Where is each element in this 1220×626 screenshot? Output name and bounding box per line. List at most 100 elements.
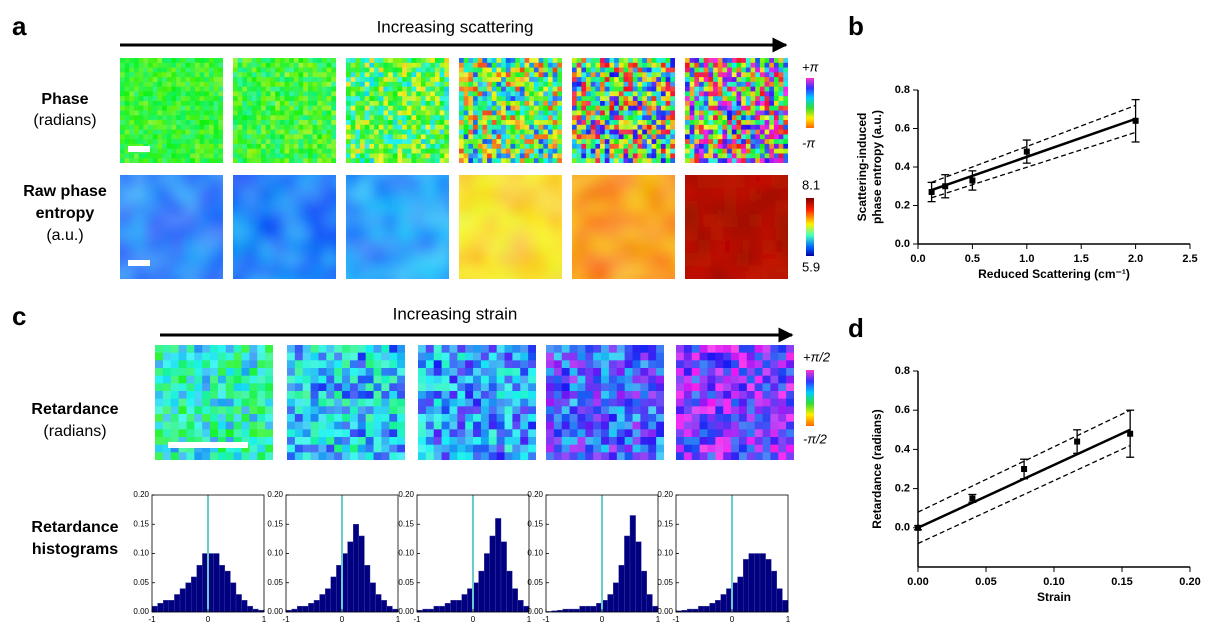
pixel [213,86,219,93]
pixel [120,58,126,64]
pixel [519,143,526,150]
pixel [465,421,474,430]
pixel [326,115,332,121]
pixel [504,444,513,453]
pixel [736,120,742,126]
pixel [473,110,479,116]
pixel [148,86,154,93]
pixel [722,81,728,88]
pixel [547,100,554,107]
pixel [317,77,323,83]
pixel [223,279,236,293]
pixel [178,414,188,423]
pixel [406,91,413,97]
pixel [496,437,506,446]
pixel [689,129,695,135]
pixel [420,105,427,112]
pixel [138,158,145,163]
pixel [436,227,449,241]
pixel [138,58,145,64]
pixel [310,175,324,189]
pixel [210,201,223,215]
pixel [731,115,738,121]
pixel [764,153,770,159]
pixel [519,129,526,135]
pixel [731,153,738,159]
pixel [369,67,375,73]
pixel [420,86,427,93]
pixel [746,360,756,369]
pixel [484,253,499,267]
pixel [623,72,629,78]
pixel [194,345,203,354]
pixel [759,110,766,116]
pixel [247,153,253,159]
pixel [487,72,493,78]
pixel [411,62,417,69]
pixel [374,148,380,155]
pixel [524,143,530,150]
pixel [557,67,562,73]
pixel [473,421,482,430]
pixel [162,110,168,116]
pixel [310,452,320,460]
pixel [656,115,662,121]
pixel [199,96,205,102]
pixel [138,67,145,73]
pixel [326,444,335,453]
pixel [358,227,373,241]
pixel [365,406,375,415]
pixel [736,110,742,116]
pixel [754,406,764,415]
pixel [416,62,422,69]
pixel [152,134,159,140]
pixel [430,86,436,93]
pixel [312,105,318,112]
pixel [581,115,587,121]
pixel [124,134,130,140]
pixel [488,383,498,392]
pixel [731,391,740,400]
pixel [120,77,126,83]
pixel [346,120,352,126]
pixel [727,148,733,155]
pixel [691,429,701,438]
pixel [245,175,260,189]
pixel [162,77,168,83]
pixel [233,414,243,423]
pixel [357,421,367,430]
pixel [293,67,300,73]
pixel [176,148,182,155]
pixel [741,134,747,140]
pixel [284,139,290,145]
pixel [741,100,747,107]
pixel [577,406,586,415]
pixel [321,153,328,159]
pixel [614,105,620,112]
pixel [595,105,601,112]
pixel [441,391,451,400]
pixel [473,77,479,83]
pixel [171,227,185,241]
pixel [618,134,625,140]
pixel [317,72,323,78]
pixel [786,368,794,377]
pixel [241,345,250,354]
pixel [473,115,479,121]
pixel [279,105,286,112]
pixel [750,105,756,112]
pixel [604,72,611,78]
pixel [746,429,756,438]
pixel [297,292,310,306]
pixel [569,391,579,400]
pixel [623,158,629,163]
pixel [623,253,637,267]
pixel [581,72,587,78]
pixel [553,444,563,453]
pixel [145,227,160,241]
pixel [646,120,653,126]
pixel [261,153,267,159]
pixel [670,115,675,121]
pixel [741,77,747,83]
